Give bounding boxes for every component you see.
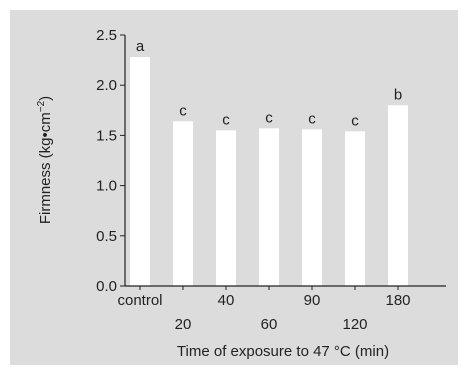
bar-90 <box>302 129 322 286</box>
y-tick-label: 2.0 <box>96 77 117 94</box>
bar-letter-label: c <box>222 111 230 128</box>
bar-120 <box>345 131 365 286</box>
y-tick-label: 1.0 <box>96 178 117 195</box>
y-axis-title-end: ) <box>37 96 54 101</box>
y-axis-title: Firmness (kg•cm−2) <box>36 96 54 224</box>
y-tick-label: 1.5 <box>96 127 117 144</box>
x-tick-label: 180 <box>385 292 410 309</box>
axes-layer <box>124 35 446 287</box>
x-tick-label: 120 <box>342 316 367 333</box>
y-ticks-layer: 0.0 0.5 1.0 1.5 2.0 2.5 <box>96 27 125 295</box>
x-tick-label: 60 <box>261 316 278 333</box>
y-axis-title-superscript: −2 <box>36 100 47 112</box>
y-tick-label: 2.5 <box>96 27 117 44</box>
bar-letter-label: c <box>179 102 187 119</box>
bar-letter-label: c <box>351 112 359 129</box>
bar-letter-label: b <box>394 86 402 103</box>
bar-letter-label: c <box>308 110 316 127</box>
bars-layer <box>130 57 408 287</box>
bar-20 <box>173 121 193 287</box>
y-tick-label: 0.0 <box>96 278 117 295</box>
x-tick-label: control <box>117 292 162 309</box>
bar-letter-labels-layer: a c c c c c b <box>136 38 402 129</box>
y-axis-title-main: Firmness (kg•cm <box>37 112 54 224</box>
bar-letter-label: c <box>265 109 273 126</box>
x-tick-label: 90 <box>304 292 321 309</box>
bar-180 <box>388 105 408 286</box>
x-axis-title: Time of exposure to 47 °C (min) <box>177 343 389 360</box>
x-ticks-layer: control 20 40 60 90 120 180 <box>117 286 411 333</box>
y-tick-label: 0.5 <box>96 228 117 245</box>
bar-60 <box>259 128 279 286</box>
x-tick-label: 40 <box>218 292 235 309</box>
x-tick-label: 20 <box>175 316 192 333</box>
bar-control <box>130 57 150 287</box>
bar-letter-label: a <box>136 38 145 55</box>
bar-40 <box>216 130 236 286</box>
